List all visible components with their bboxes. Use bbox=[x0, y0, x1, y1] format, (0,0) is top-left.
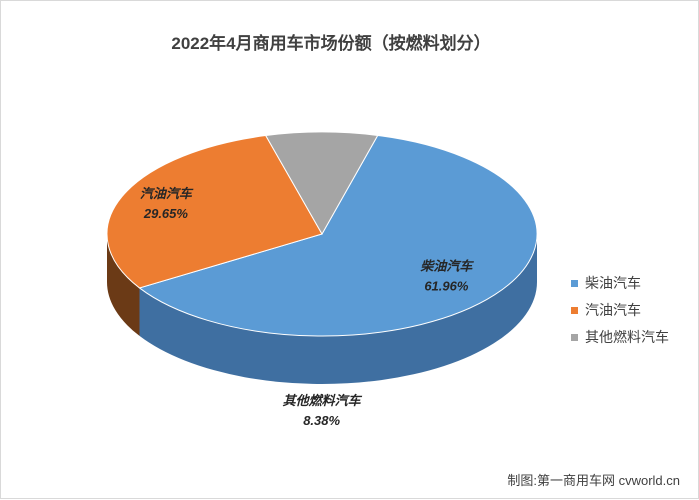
legend-swatch-3 bbox=[571, 334, 578, 341]
slice-label-1: 柴油汽车 bbox=[419, 259, 474, 274]
chart-title: 2022年4月商用车市场份额（按燃料划分） bbox=[171, 33, 490, 53]
pie-slice-2 bbox=[106, 135, 323, 289]
source-credit: 制图:第一商用车网 cvworld.cn bbox=[507, 473, 680, 488]
slice-labels: 柴油汽车 61.96% 汽油汽车 29.65% 其他燃料汽车 8.38% bbox=[140, 186, 474, 428]
pie-sides bbox=[107, 234, 538, 384]
slice-label-3: 其他燃料汽车 bbox=[283, 393, 363, 408]
slice-label-2: 汽油汽车 bbox=[140, 186, 194, 201]
slice-value-3: 8.38% bbox=[303, 413, 340, 428]
pie-side-2 bbox=[107, 234, 140, 336]
legend-label-2: 汽油汽车 bbox=[585, 302, 641, 318]
pie-side-1 bbox=[139, 234, 538, 384]
pie-slice-1 bbox=[138, 134, 538, 337]
legend-label-3: 其他燃料汽车 bbox=[585, 329, 669, 345]
legend-swatch-2 bbox=[571, 307, 578, 314]
legend-swatch-1 bbox=[571, 280, 578, 287]
pie-slice-3 bbox=[264, 131, 379, 236]
legend-label-1: 柴油汽车 bbox=[585, 275, 641, 291]
pie-slices bbox=[106, 131, 538, 337]
slice-value-2: 29.65% bbox=[143, 206, 189, 221]
slice-value-1: 61.96% bbox=[424, 279, 469, 294]
